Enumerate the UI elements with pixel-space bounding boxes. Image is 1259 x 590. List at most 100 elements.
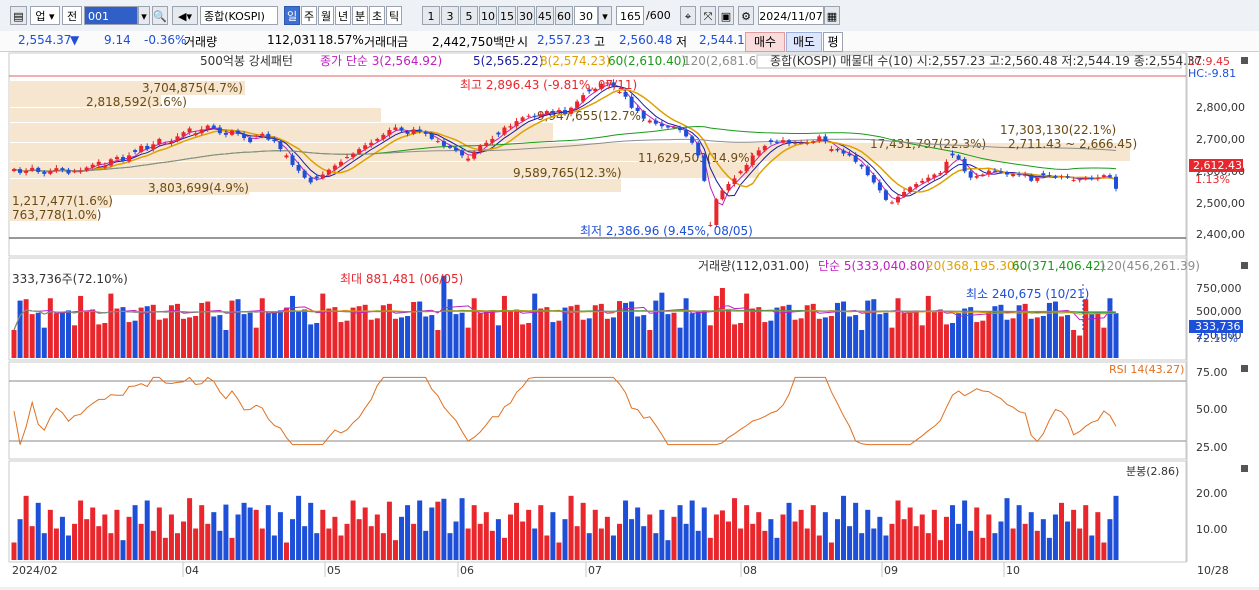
period-tab-4[interactable]: 분 bbox=[352, 6, 368, 25]
volume-bar bbox=[877, 314, 883, 358]
interval-input[interactable]: 30 bbox=[574, 6, 598, 25]
collapse-icon[interactable]: ⤧ bbox=[700, 6, 716, 25]
candle-body bbox=[514, 121, 519, 127]
volume-bar bbox=[23, 299, 29, 358]
bunbong-bar bbox=[223, 504, 229, 560]
low-annotation: 최저 2,386.96 (9.45%, 08/05) bbox=[580, 224, 753, 238]
candle-body bbox=[817, 136, 822, 142]
volume-bar bbox=[217, 315, 223, 358]
volume-bar bbox=[59, 311, 65, 358]
volume-bar bbox=[144, 306, 150, 358]
volume-pct: 18.57% bbox=[318, 33, 364, 47]
profile-bar-4 bbox=[9, 123, 553, 142]
bunbong-bar bbox=[162, 537, 168, 560]
candle-body bbox=[320, 174, 325, 179]
candle-body bbox=[1065, 176, 1070, 178]
code-input[interactable]: 001 bbox=[84, 6, 138, 25]
bunbong-bar bbox=[380, 533, 386, 560]
period-tab-1[interactable]: 주 bbox=[301, 6, 317, 25]
period-tab-5[interactable]: 초 bbox=[369, 6, 385, 25]
interval-tab-15[interactable]: 15 bbox=[498, 6, 516, 25]
candle-body bbox=[114, 157, 119, 160]
volume-bar bbox=[459, 312, 465, 358]
period-tab-3[interactable]: 년 bbox=[335, 6, 351, 25]
volume-panel-close-icon[interactable] bbox=[1241, 262, 1248, 269]
rsi-panel[interactable] bbox=[8, 361, 1187, 460]
interval-tab-5[interactable]: 5 bbox=[460, 6, 478, 25]
bunbong-bar bbox=[290, 519, 296, 560]
bunbong-bar bbox=[156, 507, 162, 560]
open-value: 2,557.23 bbox=[537, 33, 591, 47]
volume-bar bbox=[290, 295, 296, 358]
gear-icon[interactable]: ⚙ bbox=[738, 6, 754, 25]
candle-body bbox=[466, 158, 471, 161]
volume-bar bbox=[538, 308, 544, 358]
buy-button[interactable]: 매수 bbox=[745, 32, 785, 52]
bunbong-bar bbox=[1022, 523, 1028, 560]
date-input[interactable]: 2024/11/07 bbox=[758, 6, 824, 25]
volume-bar bbox=[1113, 313, 1119, 358]
interval-tab-45[interactable]: 45 bbox=[536, 6, 554, 25]
bunbong-bar bbox=[834, 519, 840, 560]
candle-body bbox=[1005, 171, 1010, 175]
volume-bar bbox=[762, 322, 768, 358]
volume-bars[interactable] bbox=[11, 275, 1119, 358]
candles[interactable] bbox=[12, 79, 1118, 228]
code-dropdown-icon[interactable]: ▾ bbox=[138, 6, 150, 25]
bunbong-bar bbox=[253, 509, 259, 560]
chart-type-icon[interactable]: ▤ bbox=[10, 6, 27, 25]
speaker-icon[interactable]: ◀▾ bbox=[172, 6, 198, 25]
volume-bar bbox=[162, 318, 168, 358]
bunbong-bar bbox=[205, 523, 211, 560]
rsi-tick-3: 25.00 bbox=[1196, 441, 1228, 454]
candle-body bbox=[756, 150, 761, 156]
bunbong-bar bbox=[1040, 519, 1046, 560]
candle-body bbox=[205, 125, 210, 130]
bunbong-bar bbox=[992, 533, 998, 560]
period-select[interactable]: 전 bbox=[62, 6, 82, 25]
interval-tab-60[interactable]: 60 bbox=[555, 6, 573, 25]
market-select[interactable]: 업 ▾ bbox=[30, 6, 60, 25]
chart-area[interactable]: 3,704,875(4.7%) 2,818,592(3.6%) 3,803,69… bbox=[0, 52, 1259, 587]
count-input[interactable]: 165 bbox=[616, 6, 644, 25]
high-value: 2,560.48 bbox=[619, 33, 673, 47]
search-icon[interactable]: 🔍 bbox=[152, 6, 168, 25]
interval-tab-30[interactable]: 30 bbox=[517, 6, 535, 25]
period-tab-6[interactable]: 틱 bbox=[386, 6, 402, 25]
bunbong-bar bbox=[532, 528, 538, 560]
bunbong-panel-close-icon[interactable] bbox=[1241, 465, 1248, 472]
crosshair-icon[interactable]: ⌖ bbox=[680, 6, 696, 25]
sell-button[interactable]: 매도 bbox=[786, 32, 822, 52]
panel-close-icon[interactable] bbox=[1241, 57, 1248, 64]
bunbong-bar bbox=[296, 495, 302, 560]
candle-body bbox=[859, 164, 864, 167]
candle-body bbox=[877, 182, 882, 191]
candle-body bbox=[1047, 175, 1052, 177]
interval-tab-10[interactable]: 10 bbox=[479, 6, 497, 25]
chart-svg[interactable]: 3,704,875(4.7%) 2,818,592(3.6%) 3,803,69… bbox=[0, 52, 1259, 587]
period-tab-2[interactable]: 월 bbox=[318, 6, 334, 25]
volume-bar bbox=[1095, 312, 1101, 358]
candle-body bbox=[157, 138, 162, 145]
bunbong-bar bbox=[174, 533, 180, 560]
save-icon[interactable]: ▣ bbox=[718, 6, 734, 25]
volume-bar bbox=[514, 309, 520, 358]
bunbong-bars[interactable] bbox=[11, 495, 1119, 560]
calendar-icon[interactable]: ▦ bbox=[824, 6, 840, 25]
rsi-panel-close-icon[interactable] bbox=[1241, 365, 1248, 372]
volume-bar bbox=[168, 305, 174, 358]
interval-dropdown-icon[interactable]: ▾ bbox=[598, 6, 612, 25]
x-tick-5: 07 bbox=[588, 564, 602, 577]
candle-body bbox=[460, 150, 465, 156]
bunbong-bar bbox=[405, 505, 411, 560]
volume-bar bbox=[556, 320, 562, 358]
average-button[interactable]: 평 bbox=[823, 32, 843, 52]
bunbong-bar bbox=[23, 495, 29, 560]
period-tab-0[interactable]: 일 bbox=[284, 6, 300, 25]
bunbong-bar bbox=[526, 509, 532, 560]
volume-bar bbox=[1052, 301, 1058, 358]
interval-tab-3[interactable]: 3 bbox=[441, 6, 459, 25]
interval-tab-1[interactable]: 1 bbox=[422, 6, 440, 25]
volume-bar bbox=[102, 323, 108, 358]
